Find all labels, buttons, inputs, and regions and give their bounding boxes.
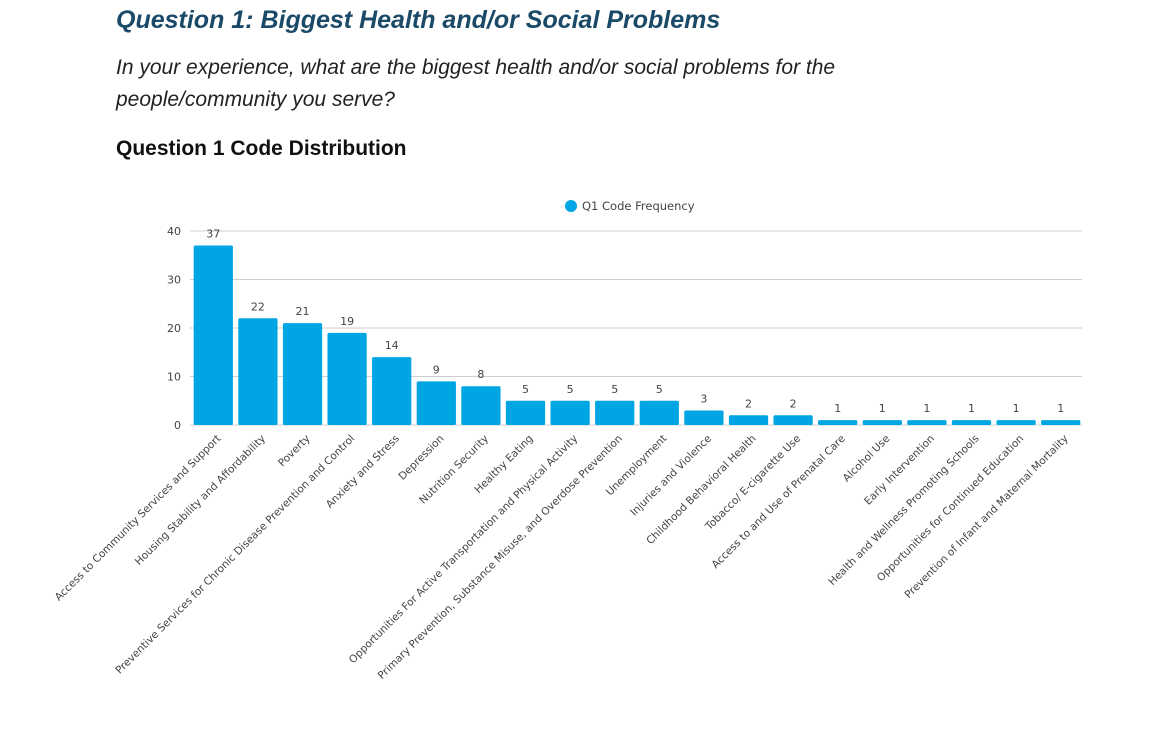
bar (505, 400, 546, 425)
data-label: 1 (879, 402, 886, 415)
legend-marker (565, 200, 577, 212)
bar (862, 420, 902, 425)
bar (818, 420, 858, 425)
data-label: 19 (340, 315, 354, 328)
data-label: 5 (656, 383, 663, 396)
y-tick-label: 10 (167, 371, 181, 384)
y-tick-label: 0 (174, 419, 181, 432)
bar (996, 420, 1036, 425)
data-label: 2 (790, 397, 797, 410)
data-label: 21 (296, 305, 310, 318)
x-tick-label: Anxiety and Stress (324, 433, 402, 511)
x-tick-label: Poverty (276, 433, 313, 470)
bar (193, 245, 233, 425)
bar (595, 400, 635, 425)
bar (907, 420, 947, 425)
bar (951, 420, 992, 425)
data-label: 3 (700, 392, 707, 405)
question-text: In your experience, what are the biggest… (116, 56, 836, 111)
bar (327, 332, 367, 425)
bar (1041, 420, 1081, 425)
data-label: 5 (567, 383, 574, 396)
data-label: 22 (251, 300, 265, 313)
bar (461, 386, 501, 425)
y-tick-label: 30 (167, 274, 181, 287)
data-label: 5 (522, 383, 529, 396)
x-tick-label: Access to Community Services and Support (53, 433, 224, 604)
bar (728, 415, 769, 425)
data-label: 1 (834, 402, 841, 415)
bar (639, 400, 679, 425)
bar (773, 415, 813, 425)
data-label: 14 (385, 339, 399, 352)
bar (372, 357, 412, 425)
y-tick-label: 20 (167, 322, 181, 335)
bar (282, 323, 323, 425)
bar (238, 318, 278, 425)
page-title: Question 1: Biggest Health and/or Social… (116, 6, 721, 34)
bar (550, 400, 590, 425)
data-label: 1 (968, 402, 975, 415)
data-label: 5 (611, 383, 618, 396)
data-label: 1 (1013, 402, 1020, 415)
y-tick-label: 40 (167, 225, 181, 238)
data-label: 2 (745, 397, 752, 410)
bar (684, 410, 724, 425)
chart-section-title: Question 1 Code Distribution (116, 137, 407, 160)
x-tick-label: Prevention of Infant and Maternal Mortal… (902, 433, 1070, 601)
x-tick-label: Injuries and Violence (628, 433, 714, 519)
data-label: 37 (206, 228, 220, 241)
data-label: 1 (1057, 402, 1064, 415)
legend-label: Q1 Code Frequency (582, 199, 695, 213)
data-label: 9 (433, 363, 440, 376)
bar (416, 381, 456, 425)
data-label: 1 (923, 402, 930, 415)
data-label: 8 (477, 368, 484, 381)
